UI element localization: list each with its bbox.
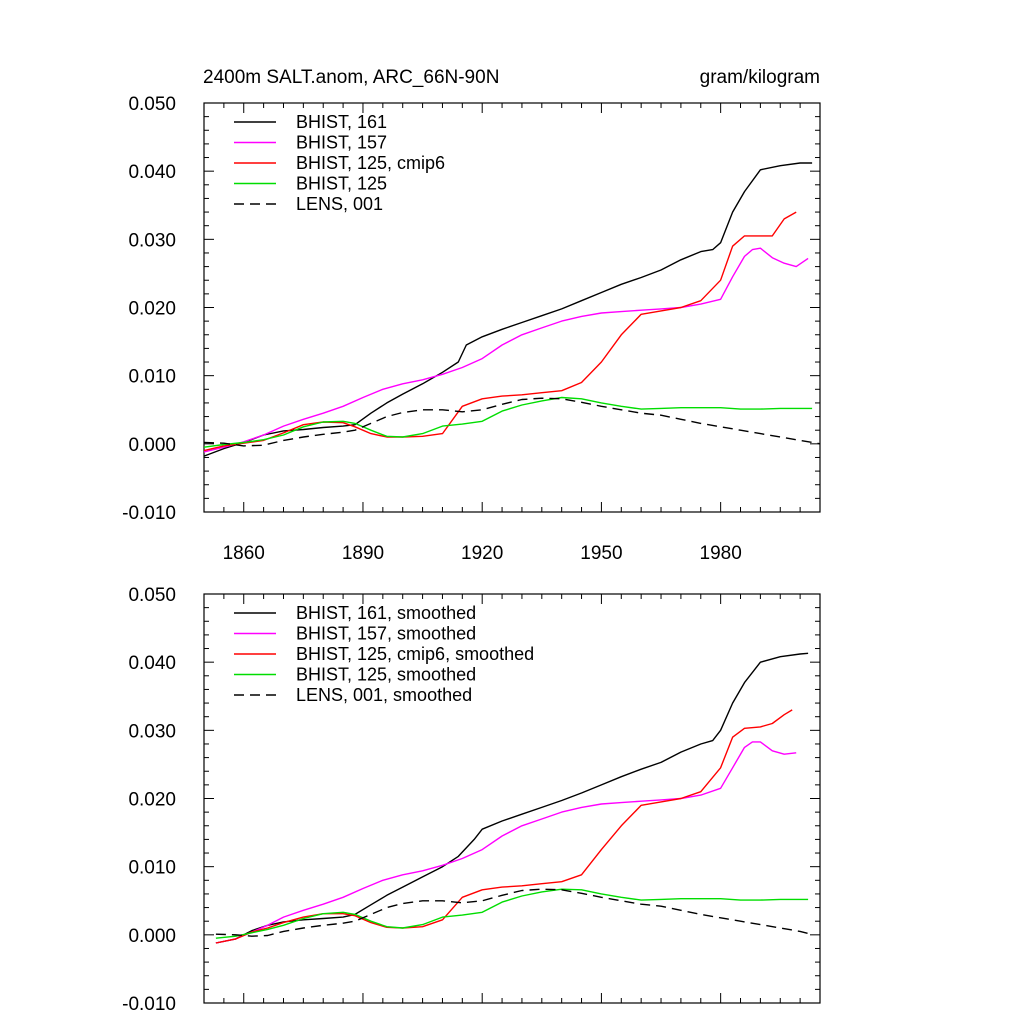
y-tick-label: 0.020 <box>128 790 176 811</box>
y-tick-label: -0.010 <box>122 503 176 524</box>
series-line <box>215 652 809 944</box>
legend-label: BHIST, 125 <box>296 174 387 194</box>
y-tick-label: 0.010 <box>128 367 176 388</box>
legend-label: BHIST, 125, smoothed <box>296 665 476 685</box>
y-tick-label: 0.000 <box>128 926 176 947</box>
y-tick-label: 0.030 <box>128 230 176 251</box>
series-line <box>203 162 813 457</box>
x-tick-label: 1860 <box>223 543 265 564</box>
series-line <box>215 888 809 939</box>
y-tick-label: 0.050 <box>128 94 176 115</box>
chart-title: 2400m SALT.anom, ARC_66N-90N <box>203 67 499 88</box>
y-tick-label: 0.000 <box>128 435 176 456</box>
legend-label: BHIST, 157, smoothed <box>296 624 476 644</box>
series-line <box>203 247 809 453</box>
y-tick-label: 0.050 <box>128 585 176 606</box>
series-line <box>215 741 797 944</box>
series-line <box>215 709 793 944</box>
x-tick-label: 1890 <box>342 543 384 564</box>
legend-label: BHIST, 125, cmip6, smoothed <box>296 644 534 664</box>
x-tick-label: 1980 <box>700 543 742 564</box>
y-tick-label: 0.040 <box>128 162 176 183</box>
legend-label: LENS, 001, smoothed <box>296 685 472 705</box>
y-tick-label: 0.030 <box>128 721 176 742</box>
chart-panel-bottom: 0.050 0.040 0.030 0.020 0.010 0.000 -0.010 BHIS… <box>122 585 821 1015</box>
series-line <box>215 888 809 937</box>
legend-label: BHIST, 161, smoothed <box>296 603 476 623</box>
x-tick-label: 1950 <box>580 543 622 564</box>
chart-units: gram/kilogram <box>700 67 820 88</box>
y-tick-label: -0.010 <box>122 994 176 1015</box>
x-tick-label: 1920 <box>461 543 503 564</box>
y-tick-label: 0.040 <box>128 653 176 674</box>
legend-label: BHIST, 157 <box>296 133 387 153</box>
legend-label: BHIST, 125, cmip6 <box>296 153 445 173</box>
chart-panel-top: 0.050 0.040 0.030 0.020 0.010 0.000 -0.010 1860… <box>122 94 821 564</box>
series-line <box>203 397 821 447</box>
y-tick-label: 0.010 <box>128 858 176 879</box>
y-tick-label: 0.020 <box>128 299 176 320</box>
legend-label: BHIST, 161 <box>296 112 387 132</box>
legend-label: LENS, 001 <box>296 194 383 214</box>
series-line <box>203 396 813 448</box>
series-line <box>203 211 797 452</box>
